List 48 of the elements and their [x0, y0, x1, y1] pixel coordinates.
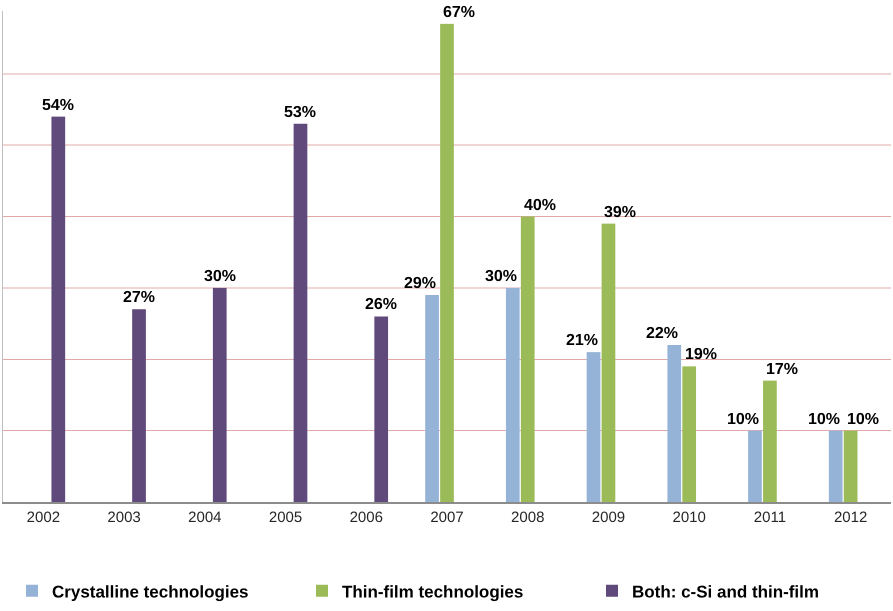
x-tick-label: 2003 — [107, 508, 141, 526]
bar — [506, 288, 520, 502]
data-label: 30% — [204, 268, 236, 285]
x-tick-label: 2010 — [672, 508, 706, 526]
data-label: 10% — [727, 411, 760, 428]
x-tick-label: 2006 — [350, 508, 383, 526]
bar — [294, 124, 308, 502]
data-label: 21% — [566, 332, 598, 349]
data-label: 30% — [485, 268, 518, 285]
bar — [212, 288, 227, 502]
bar — [520, 216, 535, 502]
data-label: 17% — [766, 361, 798, 378]
bar — [602, 224, 616, 502]
bar — [763, 380, 777, 502]
x-tick-label: 2011 — [754, 508, 786, 526]
x-tick-label: 2012 — [834, 508, 868, 526]
data-label: 54% — [42, 97, 74, 114]
data-label: 26% — [365, 296, 398, 313]
bar — [748, 430, 762, 502]
bar — [374, 316, 388, 502]
bar — [440, 24, 454, 502]
data-label: 10% — [808, 411, 840, 428]
data-label: 22% — [646, 325, 678, 342]
legend-label: Both: c-Si and thin-film — [632, 582, 819, 602]
data-label: 19% — [685, 346, 718, 363]
legend-label: Crystalline technologies — [52, 582, 248, 602]
data-label: 53% — [284, 104, 316, 121]
bar — [425, 295, 439, 502]
bar — [667, 344, 682, 502]
bar — [586, 352, 600, 502]
data-label: 39% — [604, 204, 636, 221]
x-tick-label: 2008 — [511, 508, 544, 526]
data-label: 29% — [404, 275, 436, 292]
x-tick-label: 2002 — [26, 508, 60, 526]
bar — [844, 430, 858, 502]
x-tick-label: 2007 — [430, 508, 464, 526]
data-label: 10% — [847, 411, 880, 428]
data-label: 27% — [123, 289, 156, 306]
bar — [51, 116, 66, 502]
bar — [828, 430, 843, 502]
legend-label: Thin-film technologies — [342, 582, 524, 602]
data-label: 67% — [443, 4, 476, 21]
x-tick-label: 2004 — [188, 508, 222, 526]
x-tick-label: 2005 — [268, 508, 302, 526]
data-label: 40% — [524, 197, 556, 214]
x-tick-label: 2009 — [592, 508, 626, 526]
bar — [682, 366, 696, 502]
bar — [132, 309, 146, 502]
